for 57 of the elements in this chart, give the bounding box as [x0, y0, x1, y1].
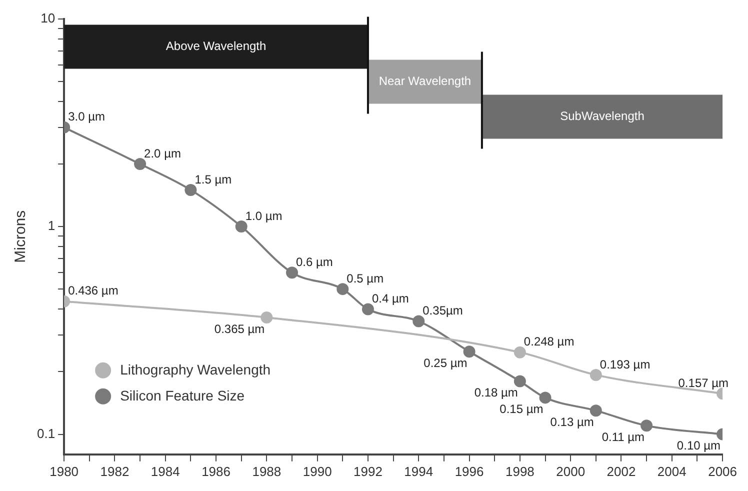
point — [412, 315, 425, 328]
legend-label: Lithography Wavelength — [120, 361, 271, 378]
point — [640, 420, 653, 432]
y-tick-label: 10 — [40, 10, 56, 26]
data-label: 0.11 µm — [602, 430, 645, 444]
data-label: 0.193 µm — [600, 357, 650, 372]
x-tick-label: 1990 — [302, 464, 332, 479]
data-label: 0.6 µm — [296, 254, 333, 269]
x-tick-label: 2006 — [708, 464, 737, 479]
data-label: 0.25 µm — [424, 356, 468, 370]
point — [235, 220, 248, 233]
x-tick-label: 1994 — [404, 464, 434, 479]
point — [539, 392, 552, 404]
data-label: 1.0 µm — [245, 208, 282, 223]
x-tick-label: 1998 — [505, 464, 534, 479]
legend-label: Silicon Feature Size — [120, 387, 245, 404]
data-label: 2.0 µm — [144, 146, 181, 160]
data-label: 3.0 µm — [68, 110, 106, 124]
data-label: 0.35µm — [422, 304, 463, 318]
y-tick-label: 0.1 — [36, 426, 56, 441]
x-tick-label: 1996 — [454, 464, 484, 479]
y-axis-title: Microns — [12, 210, 30, 263]
band-label: SubWavelength — [560, 109, 644, 124]
x-tick-label: 1986 — [202, 464, 230, 479]
data-label: 0.365 µm — [214, 322, 265, 336]
band-label: Above Wavelength — [166, 39, 266, 54]
point — [590, 368, 602, 381]
x-tick-label: 2000 — [556, 464, 586, 479]
x-tick-label: 2004 — [657, 464, 686, 479]
x-tick-label: 1982 — [100, 464, 130, 479]
data-label: 0.436 µm — [68, 284, 118, 298]
point — [336, 283, 349, 296]
point — [514, 375, 526, 388]
data-label: 1.5 µm — [194, 172, 232, 186]
x-tick-label: 1980 — [50, 464, 79, 479]
point — [463, 346, 476, 358]
point — [514, 346, 526, 358]
x-tick-label: 1988 — [252, 464, 282, 479]
data-label: 0.18 µm — [474, 386, 518, 400]
data-label: 0.4 µm — [372, 292, 409, 306]
data-label: 0.13 µm — [550, 414, 594, 429]
data-label: 0.248 µm — [524, 334, 574, 349]
point — [184, 184, 197, 196]
point — [590, 404, 602, 417]
data-label: 0.5 µm — [346, 271, 384, 286]
point — [362, 303, 374, 316]
point — [260, 311, 273, 324]
data-label: 0.10 µm — [676, 438, 721, 453]
x-tick-label: 2002 — [606, 464, 636, 479]
point — [286, 266, 298, 279]
band-label: Near Wavelength — [378, 74, 472, 88]
x-tick-label: 1992 — [354, 464, 382, 479]
y-tick-label: 1 — [48, 218, 56, 234]
data-label: 0.157 µm — [678, 376, 729, 390]
point — [134, 158, 146, 170]
x-tick-label: 1984 — [150, 464, 180, 479]
data-label: 0.15 µm — [500, 402, 544, 416]
